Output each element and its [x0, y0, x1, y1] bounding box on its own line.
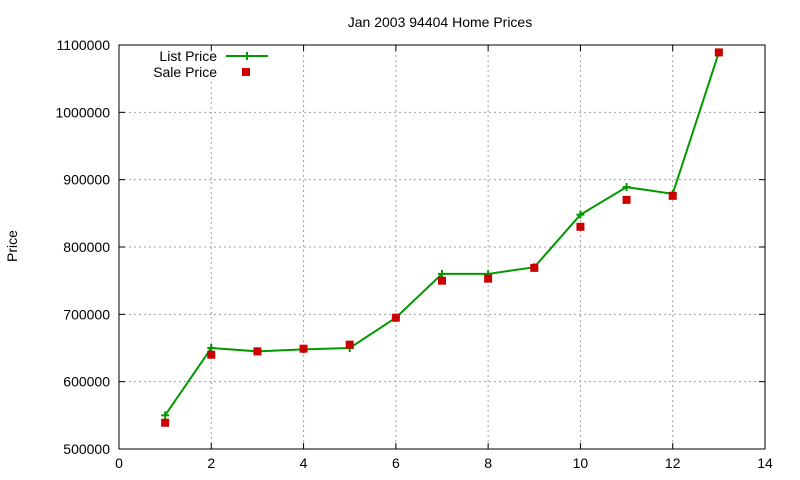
- y-axis-label: Price: [4, 230, 20, 262]
- sale-price-point: [345, 340, 354, 349]
- sale-price-point: [484, 274, 493, 283]
- sale-price-point: [207, 350, 216, 359]
- y-tick-label: 500000: [63, 441, 110, 457]
- sale-price-point: [530, 263, 539, 272]
- sale-price-point: [391, 313, 400, 322]
- y-tick-label: 1100000: [57, 37, 111, 53]
- list-price-point: [161, 411, 170, 420]
- list-price-point: [576, 210, 585, 219]
- x-tick-label: 12: [665, 455, 681, 471]
- sale-price-point: [668, 191, 677, 200]
- legend-label-sale-price: Sale Price: [153, 64, 217, 80]
- sale-price-point: [299, 344, 308, 353]
- sale-price-point: [438, 276, 446, 285]
- legend-label-list-price: List Price: [159, 48, 217, 64]
- sale-price-point: [576, 222, 585, 231]
- y-tick-label: 800000: [63, 239, 110, 255]
- x-tick-label: 4: [300, 455, 308, 471]
- axis-ticks: 0 2 4 6 8 10 12 14 500000 600000 700000 800000 90000…: [55, 37, 773, 471]
- x-tick-label: 2: [207, 455, 215, 471]
- x-tick-label: 6: [392, 455, 400, 471]
- y-tick-label: 600000: [63, 374, 110, 390]
- legend-swatch-square: [242, 68, 250, 76]
- y-tick-label: 1000000: [55, 104, 110, 120]
- x-tick-label: 14: [757, 455, 773, 471]
- sale-price-point: [714, 48, 723, 57]
- list-price-point: [207, 344, 216, 352]
- grid-lines: [119, 45, 765, 449]
- sale-price-point: [622, 195, 631, 204]
- sale-price-point: [253, 347, 262, 356]
- list-price-point: [622, 183, 631, 192]
- x-tick-label: 0: [115, 455, 123, 471]
- chart-title: Jan 2003 94404 Home Prices: [348, 14, 532, 30]
- sale-price-point: [161, 418, 170, 427]
- list-price-line: [164, 52, 720, 416]
- series-layer: [161, 48, 723, 427]
- x-tick-label: 10: [573, 455, 589, 471]
- y-tick-label: 700000: [63, 306, 110, 322]
- x-tick-label: 8: [484, 455, 492, 471]
- list-price-point: [438, 269, 446, 278]
- y-tick-label: 900000: [63, 172, 110, 188]
